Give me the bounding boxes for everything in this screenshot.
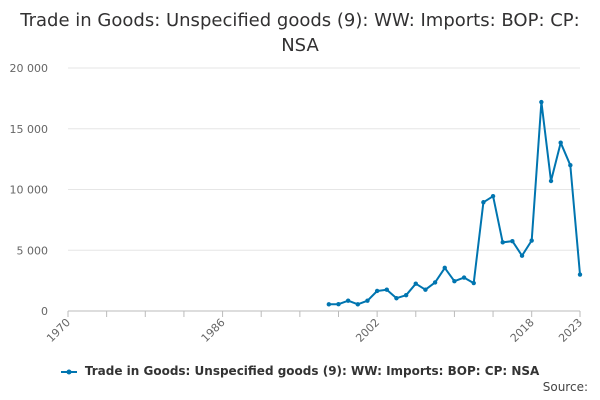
data-point (423, 287, 428, 292)
data-point (442, 265, 447, 271)
data-point (365, 298, 370, 303)
data-point (577, 272, 583, 277)
x-axis-tick-labels: 1970 1986 2002 2018 2023 (44, 316, 585, 345)
data-point (461, 275, 467, 280)
y-tick-label: 5 000 (17, 244, 49, 257)
data-point (432, 280, 438, 285)
data-point (452, 279, 457, 284)
data-point (481, 200, 486, 205)
source-label: Source: (542, 380, 588, 394)
data-point (374, 288, 380, 294)
data-point (539, 99, 544, 105)
x-tick-label: 2018 (508, 316, 537, 345)
legend[interactable]: Trade in Goods: Unspecified goods (9): W… (0, 364, 600, 378)
chart-title: Trade in Goods: Unspecified goods (9): W… (20, 10, 580, 56)
data-point (510, 238, 515, 244)
data-point (490, 193, 496, 199)
gridlines (68, 67, 580, 251)
series-layer (326, 99, 583, 307)
x-tick-label: 1986 (199, 316, 228, 345)
data-point (384, 287, 389, 292)
data-point (403, 293, 409, 298)
data-point (345, 298, 351, 303)
data-point (548, 178, 554, 184)
x-axis (67, 310, 581, 317)
y-tick-label: 0 (41, 305, 48, 318)
y-axis-tick-labels: 0 5 000 10 000 15 000 20 000 (10, 62, 49, 318)
data-point (471, 280, 476, 286)
data-point (519, 253, 525, 258)
data-point (336, 301, 341, 307)
y-tick-label: 20 000 (10, 62, 49, 75)
x-tick-label: 1970 (44, 316, 73, 345)
data-point (558, 140, 563, 145)
y-tick-label: 10 000 (10, 184, 49, 197)
data-point (394, 296, 399, 301)
series-line (328, 101, 581, 306)
data-point (355, 302, 361, 307)
legend-line-icon (60, 367, 77, 377)
x-tick-label: 2002 (353, 316, 382, 345)
data-point (326, 302, 332, 307)
data-point (529, 238, 534, 243)
data-point (568, 163, 573, 168)
data-point (413, 281, 418, 286)
y-tick-label: 15 000 (10, 123, 49, 136)
data-point (500, 240, 505, 245)
legend-label: Trade in Goods: Unspecified goods (9): W… (84, 364, 540, 378)
x-tick-label: 2023 (556, 316, 585, 345)
